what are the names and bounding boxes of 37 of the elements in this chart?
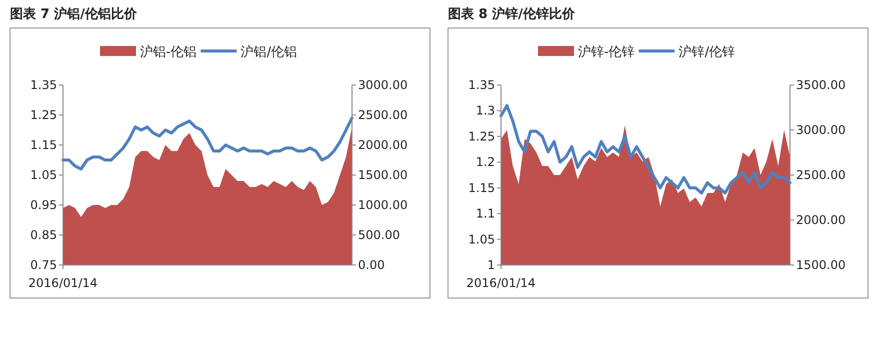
y2-tick-label: 2000.00	[796, 213, 846, 227]
y2-tick-label: 2000.00	[358, 138, 408, 152]
y2-tick-label: 1500.00	[358, 168, 408, 182]
x-tick-label: 2016/01/14	[466, 276, 536, 290]
legend-label: 沪锌/伦锌	[678, 44, 736, 60]
y-tick-label: 1	[487, 258, 495, 272]
y2-tick-label: 3000.00	[358, 78, 408, 92]
y2-tick-label: 500.00	[358, 228, 400, 242]
y-tick-label: 1.15	[468, 180, 495, 195]
y-tick-label: 1.2	[476, 155, 495, 170]
x-tick-label: 2016/01/14	[28, 276, 98, 290]
y2-tick-label: 3000.00	[796, 123, 846, 137]
y-tick-label: 1.25	[30, 108, 57, 122]
y2-tick-label: 2500.00	[796, 168, 846, 182]
legend-label: 沪锌-伦锌	[578, 44, 635, 60]
y-tick-label: 1.15	[30, 138, 57, 152]
y-tick-label: 1.05	[468, 232, 495, 246]
y-tick-label: 1.1	[476, 206, 495, 221]
y-tick-label: 1.3	[476, 104, 495, 118]
y-tick-label: 0.75	[30, 258, 57, 272]
line-series	[500, 104, 792, 194]
y2-tick-label: 1000.00	[358, 198, 408, 212]
y2-tick-label: 2500.00	[358, 108, 408, 122]
legend-label: 沪铝/伦铝	[240, 44, 298, 60]
y2-tick-label: 1500.00	[796, 258, 846, 272]
y-tick-label: 1.05	[30, 168, 57, 182]
legend-label: 沪铝-伦铝	[140, 44, 197, 60]
y2-tick-label: 3500.00	[796, 78, 846, 92]
y-tick-label: 1.25	[468, 129, 495, 144]
y-tick-label: 0.85	[30, 228, 57, 242]
y2-tick-label: 0.00	[358, 258, 385, 272]
y-tick-label: 1.35	[30, 78, 57, 92]
y-tick-label: 0.95	[30, 198, 57, 212]
y-tick-label: 1.35	[468, 78, 495, 92]
chart-title: 图表 7 沪铝/伦铝比价	[10, 6, 138, 22]
chart-title: 图表 8 沪锌/伦锌比价	[448, 6, 576, 22]
line-series	[62, 116, 354, 170]
